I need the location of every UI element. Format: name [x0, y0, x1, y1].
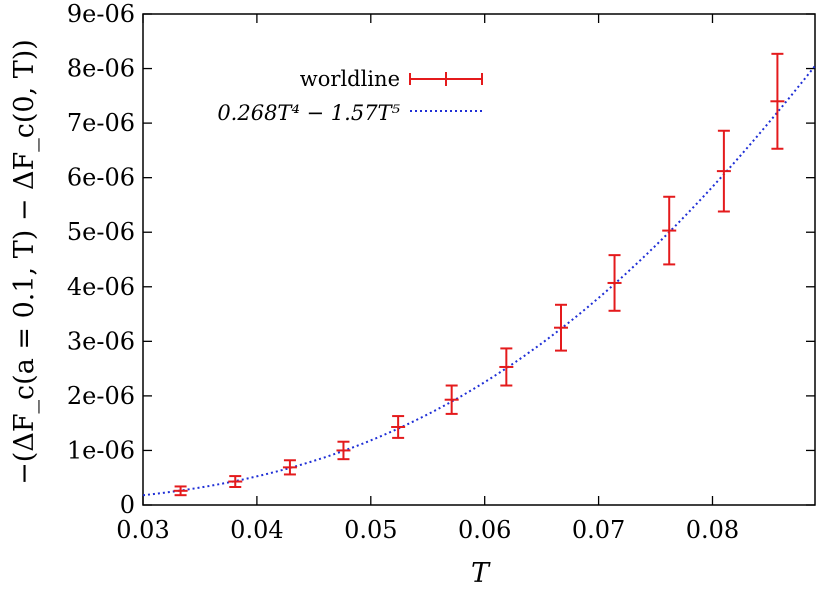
data-point — [554, 303, 569, 352]
plot-frame — [142, 13, 816, 506]
data-point — [499, 347, 514, 387]
y-tick-label: 3e-06 — [67, 327, 135, 355]
data-point — [336, 440, 351, 461]
y-tick-label: 2e-06 — [67, 382, 135, 410]
y-tick-label: 5e-06 — [67, 218, 135, 246]
data-point — [716, 129, 731, 213]
ticks: 0.03 0.04 0.05 0.06 0.07 0.08 0 1e-06 2e-06 3e-06… — [67, 0, 815, 544]
x-tick-label: 0.05 — [344, 516, 397, 544]
data-point — [770, 52, 785, 150]
x-tick-label: 0.07 — [572, 516, 625, 544]
y-axis-label: −(ΔF_c(a = 0.1, T) − ΔF_c(0, T)) — [9, 39, 40, 485]
y-tick-label: 8e-06 — [67, 55, 135, 83]
y-tick-label: 0 — [120, 491, 135, 519]
y-tick-label: 6e-06 — [67, 164, 135, 192]
y-tick-label: 1e-06 — [67, 436, 135, 464]
data-point — [444, 384, 459, 415]
fit-line — [142, 65, 816, 497]
x-axis-label: T — [471, 558, 491, 589]
axes — [142, 13, 816, 506]
x-tick-label: 0.08 — [686, 516, 739, 544]
y-tick-label: 4e-06 — [67, 273, 135, 301]
x-tick-label: 0.04 — [230, 516, 283, 544]
data-point — [607, 254, 622, 312]
x-tick-label: 0.03 — [116, 516, 169, 544]
data-point — [228, 475, 243, 488]
legend: worldline 0.268T⁴ − 1.57T⁵ — [217, 67, 483, 125]
data-point — [662, 195, 677, 266]
x-tick-label: 0.06 — [458, 516, 511, 544]
data-point — [391, 415, 406, 439]
y-tick-label: 7e-06 — [67, 109, 135, 137]
y-tick-label: 9e-06 — [67, 0, 135, 28]
legend-label-worldline: worldline — [300, 67, 400, 91]
legend-label-fit: 0.268T⁴ − 1.57T⁵ — [217, 101, 400, 125]
fit-curve — [142, 65, 816, 497]
data-point — [173, 485, 188, 497]
data-point — [282, 459, 297, 476]
data-points — [173, 52, 785, 497]
